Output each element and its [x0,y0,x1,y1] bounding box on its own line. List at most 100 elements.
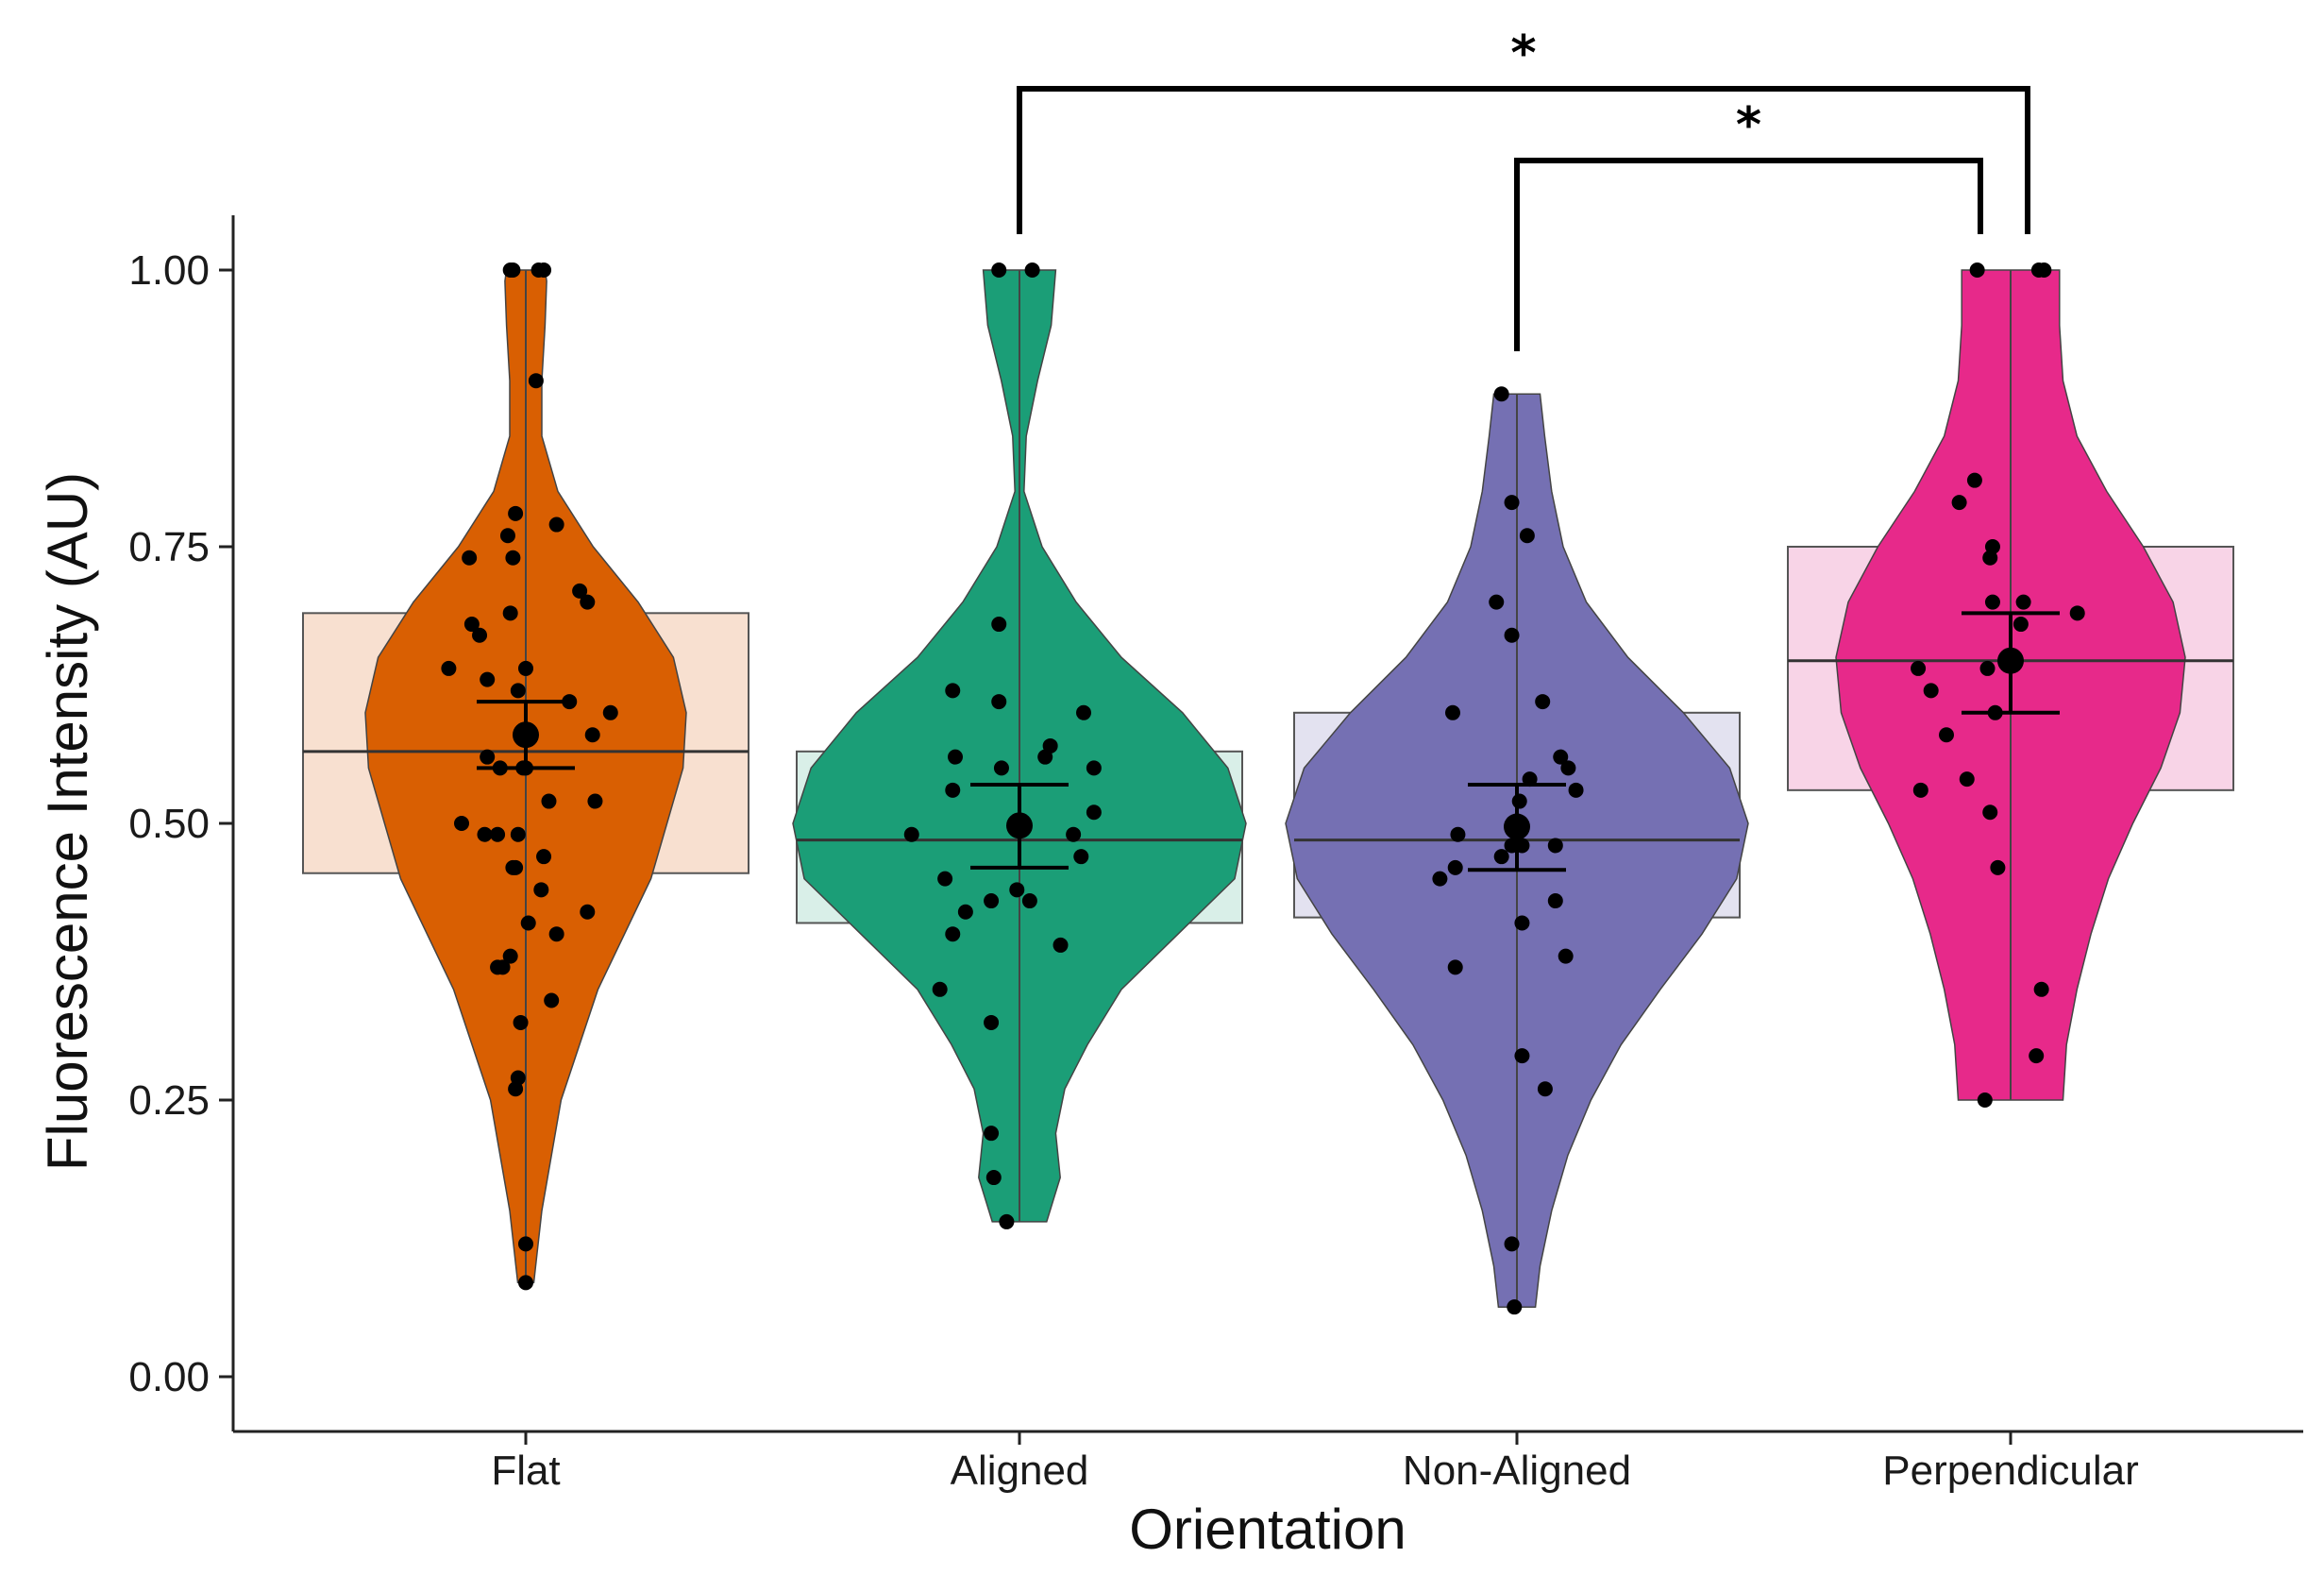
data-point [1021,893,1037,909]
data-point [1042,737,1058,754]
data-point [548,517,564,533]
data-point [499,528,515,544]
data-point [505,550,521,566]
data-point [2069,605,2085,621]
data-point [1979,660,1996,676]
data-point [2033,981,2049,997]
data-point [984,893,1000,909]
data-point [903,826,919,842]
data-point [1923,683,1939,699]
data-point [1511,793,1527,809]
data-point [991,617,1007,633]
y-tick-label: 0.75 [128,524,210,570]
data-point [957,904,973,920]
data-point [984,1014,1000,1030]
data-point [945,926,961,942]
data-point [1489,594,1505,610]
data-point [948,749,963,765]
data-point [1024,262,1040,278]
data-point [984,1126,1000,1142]
data-point [1447,959,1463,975]
x-tick-label: Flat [491,1448,560,1494]
y-tick-label: 0.25 [128,1077,210,1124]
data-point [1568,782,1584,798]
data-point [1982,804,1998,821]
data-point [454,816,469,831]
data-point [1959,771,1975,788]
data-point [1951,495,1967,511]
data-point [2012,617,2029,633]
plot-area [302,262,2234,1315]
data-point [463,617,480,633]
data-point [505,262,521,278]
data-point [518,1236,533,1252]
data-point [480,749,496,765]
data-point [533,882,549,898]
data-point [1547,838,1563,854]
data-point [1977,1092,1993,1108]
data-point [510,1070,526,1086]
data-point [1066,826,1082,842]
x-tick-label: Perpendicular [1882,1448,2139,1494]
data-point [1911,660,1927,676]
data-point [1450,826,1466,842]
data-point [572,583,588,599]
data-point [1086,804,1102,821]
data-point [510,683,526,699]
data-point [937,871,953,887]
data-point [993,760,1009,776]
significance-star: * [1510,25,1536,82]
data-point [518,660,533,676]
mean-point [513,721,539,749]
data-point [1519,528,1535,544]
data-point [548,926,564,942]
data-point [1560,760,1576,776]
mean-point [1006,812,1033,839]
data-point [544,992,560,1008]
data-point [1939,727,1954,743]
x-axis-title: Orientation [1129,1498,1406,1561]
data-point [1504,627,1520,643]
data-point [602,704,618,720]
data-point [1076,704,1091,720]
data-point [502,605,518,621]
data-point [502,948,518,964]
data-point [1086,760,1102,776]
data-point [1984,539,2000,554]
y-tick-label: 1.00 [128,247,210,294]
data-point [536,849,552,865]
data-point [472,627,488,643]
data-point [1969,262,1985,278]
data-point [1990,859,2006,875]
data-point [518,1275,533,1291]
data-point [528,373,544,389]
data-point [991,694,1007,710]
mean-point [1997,647,2024,674]
significance-bracket [1017,86,2030,234]
data-point [945,782,961,798]
data-point [1535,694,1551,710]
data-point [1447,859,1463,875]
data-point [580,594,596,610]
data-point [513,1014,529,1030]
data-point [1009,882,1025,898]
significance-bracket [1514,158,1983,351]
data-point [1966,472,1982,488]
data-point [2015,594,2031,610]
data-point [1073,849,1089,865]
data-point [991,262,1007,278]
data-point [1493,386,1509,402]
data-point [1053,937,1069,953]
y-tick-label: 0.00 [128,1354,210,1400]
data-point [495,959,511,975]
data-point [2029,1048,2045,1064]
data-point [508,505,524,521]
data-point [536,262,552,278]
data-point [2036,262,2052,278]
data-point [1514,915,1530,931]
data-point [1507,1299,1523,1315]
data-point [1432,871,1448,887]
group-perpendicular [1787,262,2234,1108]
data-point [932,981,948,997]
